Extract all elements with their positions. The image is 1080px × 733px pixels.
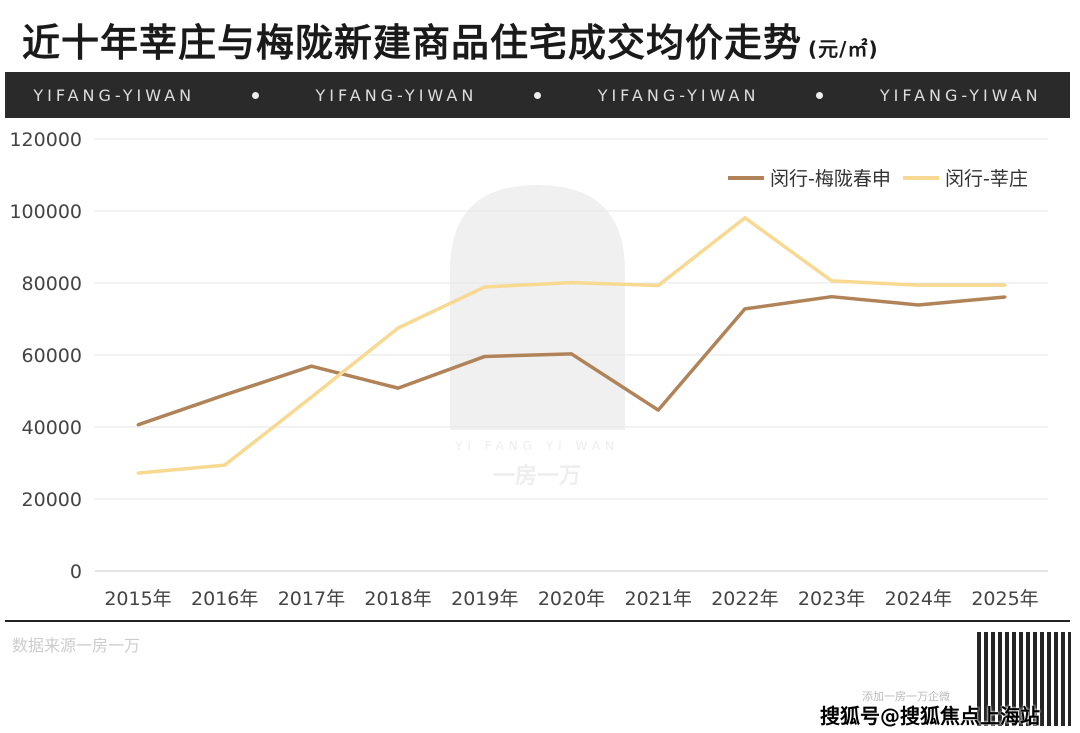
x-tick-label: 2023年 [798,588,865,610]
data-point [656,408,660,412]
x-tick-label: 2021年 [625,588,692,610]
y-tick-label: 80000 [22,273,82,295]
x-tick-label: 2020年 [538,588,605,610]
watermark-cn: 一房一万 [493,463,581,489]
data-point [223,463,227,467]
data-point [1003,283,1007,287]
qr-note: 添加一房一万企微 [862,690,950,703]
divider [5,620,1070,622]
banner-text: YIFANG-YIWAN [597,85,760,105]
dot-icon [533,91,541,99]
data-point [830,279,834,283]
watermark-logo [450,185,625,430]
x-tick-label: 2024年 [885,588,952,610]
watermark-en: YI FANG YI WAN [454,439,619,453]
legend-label: 闵行-梅陇春申 [770,168,891,190]
brand-banner: YIFANG-YIWAN YIFANG-YIWAN YIFANG-YIWAN Y… [5,72,1070,118]
y-tick-label: 40000 [22,417,82,439]
banner-text: YIFANG-YIWAN [879,85,1042,105]
sohu-watermark: 搜狐号@搜狐焦点上海站 [820,704,1040,728]
qr-code [977,632,1071,726]
y-tick-label: 0 [70,561,82,583]
data-point [309,364,313,368]
data-point [743,307,747,311]
x-tick-label: 2018年 [364,588,431,610]
data-source: 数据来源一房一万 [12,636,141,655]
y-tick-label: 100000 [9,201,82,223]
data-point [570,281,573,285]
y-tick-label: 120000 [9,129,82,151]
data-point [136,471,140,475]
x-tick-label: 2025年 [971,588,1038,610]
y-tick-label: 20000 [22,489,82,511]
x-tick-label: 2022年 [711,588,778,610]
data-point [223,393,227,397]
page-title: 近十年莘庄与梅陇新建商品住宅成交均价走势 (元/㎡) [22,21,879,65]
x-tick-label: 2019年 [451,588,518,610]
banner-text: YIFANG-YIWAN [33,85,196,105]
data-point [396,326,400,330]
data-point [743,216,747,220]
data-point [830,295,834,299]
data-point [483,285,487,289]
data-point [309,395,313,399]
banner-text: YIFANG-YIWAN [315,85,478,105]
dot-icon [251,91,259,99]
data-point [570,352,573,356]
data-point [396,386,400,390]
data-point [656,284,660,288]
y-tick-label: 60000 [22,345,82,367]
data-point [916,283,920,287]
x-tick-label: 2015年 [104,588,171,610]
x-tick-label: 2016年 [191,588,258,610]
x-tick-label: 2017年 [278,588,345,610]
data-point [1003,295,1007,299]
unit-label: (元/㎡) [808,37,879,61]
data-point [483,354,487,358]
data-point [136,423,140,427]
dot-icon [816,91,824,99]
legend-label: 闵行-莘庄 [945,168,1028,190]
data-point [916,303,920,307]
